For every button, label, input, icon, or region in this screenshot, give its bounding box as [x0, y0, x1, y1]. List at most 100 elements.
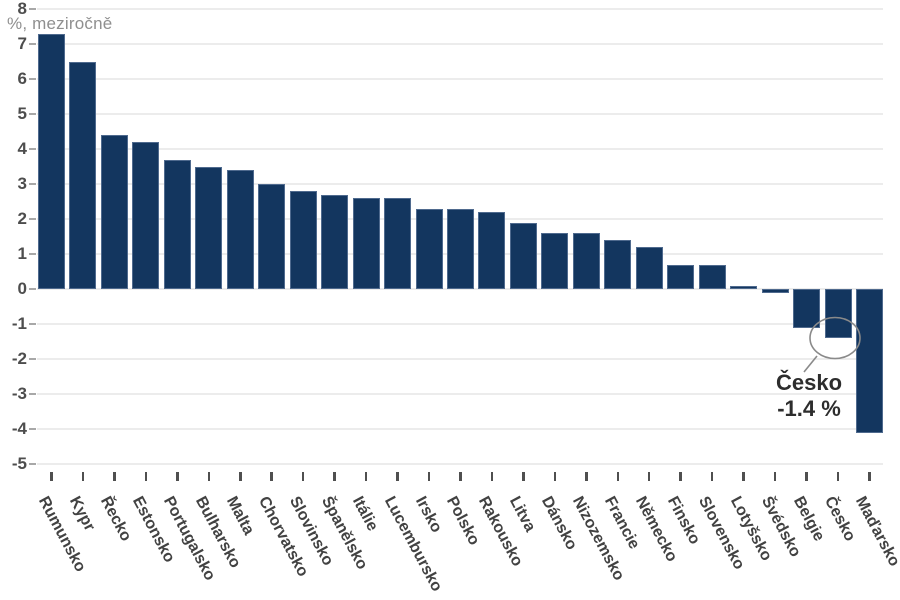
- x-axis-tick: [301, 472, 305, 481]
- y-axis-tick-label: 5: [17, 104, 27, 123]
- x-axis-label: Maďarsko: [852, 493, 900, 570]
- x-axis-label: Litva: [506, 493, 539, 535]
- bar: [258, 184, 286, 289]
- y-axis-tick-label: 6: [17, 69, 27, 88]
- gridline: [37, 148, 883, 150]
- bar: [384, 198, 412, 289]
- bar: [69, 61, 97, 289]
- x-axis-tick: [490, 472, 494, 481]
- x-axis-tick: [427, 472, 431, 481]
- bar: [604, 240, 632, 289]
- x-axis-tick: [333, 472, 336, 481]
- bar: [321, 194, 349, 289]
- gridline: [37, 428, 883, 430]
- gridline: [37, 358, 883, 360]
- gridline: [37, 78, 883, 80]
- x-axis-tick: [81, 472, 85, 481]
- bar: [163, 159, 191, 289]
- x-axis-tick: [50, 472, 53, 481]
- y-axis-tick: [29, 358, 36, 360]
- x-axis-tick: [522, 472, 525, 481]
- x-axis-label: Itálie: [349, 493, 382, 534]
- y-axis-tick-label: -2: [11, 349, 27, 368]
- x-axis-label: Irsko: [411, 493, 445, 536]
- y-axis-tick: [29, 43, 36, 45]
- y-axis-tick: [29, 463, 36, 465]
- y-axis-tick: [29, 428, 36, 430]
- x-axis-tick: [207, 472, 211, 481]
- bar: [572, 233, 600, 289]
- gridline: [37, 43, 883, 45]
- y-axis-tick-label: -3: [11, 384, 27, 403]
- annotation-callout: Česko -1.4 %: [728, 370, 890, 422]
- bar: [855, 289, 883, 433]
- y-axis-tick: [29, 148, 36, 150]
- x-axis-tick: [647, 472, 651, 481]
- y-axis-tick: [29, 183, 36, 185]
- bar: [667, 264, 695, 289]
- x-axis-tick: [270, 472, 273, 481]
- y-axis-tick-label: -5: [11, 454, 27, 473]
- x-axis-tick: [710, 472, 714, 481]
- y-axis-tick-label: 3: [17, 174, 27, 193]
- y-axis-tick: [29, 8, 36, 10]
- bar: [698, 264, 726, 289]
- y-axis-tick-label: -1: [11, 314, 27, 333]
- x-axis-tick: [773, 472, 777, 481]
- bar: [352, 198, 380, 289]
- y-axis-tick-label: 0: [17, 279, 27, 298]
- bar: [541, 233, 569, 289]
- gridline: [37, 463, 883, 465]
- annotation-country-label: Česko: [775, 370, 843, 395]
- y-axis-tick: [29, 113, 36, 115]
- x-axis-label: Malta: [223, 493, 258, 538]
- annotation-value-label: -1.4 %: [777, 396, 841, 421]
- x-axis-tick: [239, 472, 242, 481]
- x-axis-tick: [868, 472, 871, 481]
- gridline: [37, 323, 883, 325]
- bar: [415, 208, 443, 289]
- gridline: [37, 8, 883, 10]
- bar: [793, 289, 821, 328]
- y-axis-tick: [29, 323, 36, 325]
- bar: [289, 191, 317, 289]
- x-axis-tick: [396, 472, 399, 481]
- x-axis-tick: [836, 472, 840, 481]
- bar: [509, 222, 537, 289]
- bar: [226, 170, 254, 289]
- y-axis-tick: [29, 78, 36, 80]
- y-axis-tick-label: 8: [17, 0, 27, 18]
- x-axis-tick: [364, 472, 368, 481]
- y-axis-tick-label: 1: [17, 244, 27, 263]
- bar: [824, 289, 852, 338]
- y-axis-tick-label: 7: [17, 34, 27, 53]
- gridline: [37, 183, 883, 185]
- x-axis-tick: [679, 472, 682, 481]
- y-axis-tick-label: 4: [17, 139, 27, 158]
- y-axis-tick-label: 2: [17, 209, 27, 228]
- x-axis-tick: [616, 472, 620, 481]
- gridline: [37, 288, 883, 290]
- bar: [38, 33, 65, 289]
- y-axis-tick: [29, 218, 36, 220]
- x-axis-tick: [176, 472, 179, 481]
- x-axis-label: Kypr: [65, 493, 99, 534]
- bar: [635, 247, 663, 289]
- bar: [761, 289, 789, 293]
- y-axis-unit-label: %, meziročně: [7, 14, 113, 33]
- y-axis-tick-label: -4: [11, 419, 27, 438]
- y-axis-tick: [29, 288, 36, 290]
- bar: [195, 166, 223, 289]
- y-axis-tick: [29, 253, 36, 255]
- x-axis-tick: [144, 472, 148, 481]
- y-axis-tick: [29, 393, 36, 395]
- x-axis-tick: [113, 472, 116, 481]
- bar: [100, 135, 128, 289]
- bar: [446, 208, 474, 289]
- x-axis-tick: [553, 472, 557, 481]
- gridline: [37, 113, 883, 115]
- x-axis-tick: [742, 472, 745, 481]
- bar: [478, 212, 506, 289]
- x-axis-tick: [805, 472, 808, 481]
